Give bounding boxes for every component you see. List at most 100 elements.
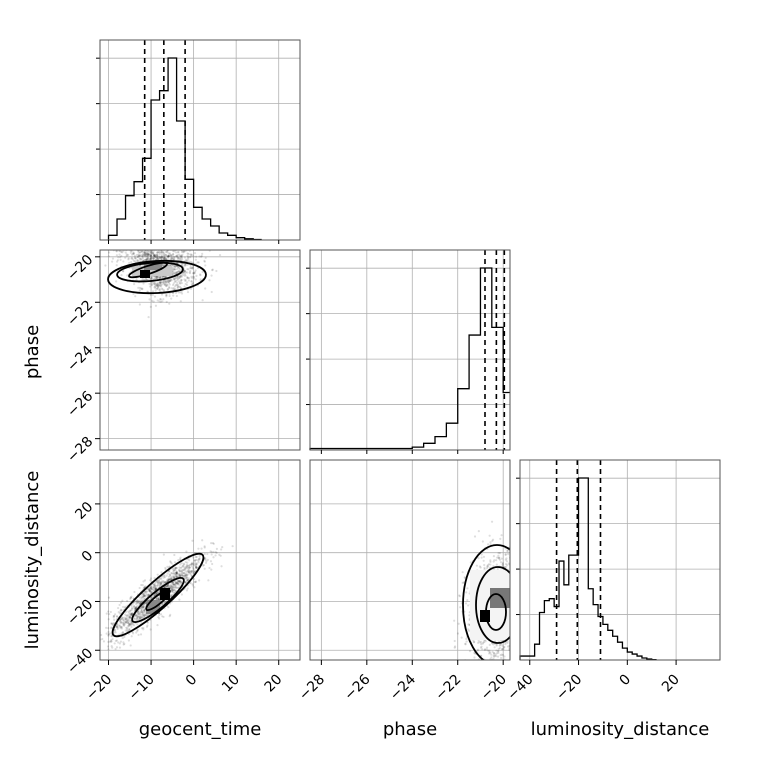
sample-point: [523, 616, 525, 618]
sample-point: [184, 264, 187, 267]
sample-point: [189, 269, 192, 273]
sample-point: [154, 304, 158, 307]
sample-point: [495, 655, 498, 658]
sample-point: [120, 621, 123, 624]
sample-point: [115, 254, 119, 257]
sample-point: [174, 277, 178, 280]
sample-point: [166, 287, 169, 291]
sample-point: [145, 253, 149, 256]
sample-point: [174, 283, 177, 286]
sample-point: [195, 555, 198, 559]
sample-point: [526, 635, 528, 637]
sample-point: [185, 241, 187, 243]
sample-point: [158, 300, 161, 303]
sample-point: [173, 277, 176, 280]
sample-point: [513, 608, 515, 610]
sample-point: [171, 253, 175, 256]
sample-point: [149, 258, 152, 261]
sample-point: [146, 624, 149, 627]
sample-point: [522, 562, 524, 564]
sample-point: [156, 284, 159, 287]
sample-point: [493, 559, 496, 562]
sample-point: [179, 257, 182, 260]
sample-point: [172, 268, 175, 271]
sample-point: [158, 280, 162, 283]
sample-point: [199, 273, 202, 276]
sample-point: [117, 641, 120, 644]
sample-point: [476, 674, 478, 676]
sample-point: [515, 580, 517, 582]
sample-point: [516, 597, 518, 599]
panel-frame: [99, 459, 301, 661]
sample-point: [171, 591, 174, 594]
sample-point: [182, 568, 185, 571]
sample-point: [176, 276, 179, 279]
sample-point: [128, 623, 131, 626]
sample-point: [179, 280, 183, 283]
sample-point: [126, 274, 129, 277]
sample-point: [152, 300, 155, 303]
sample-point: [192, 272, 195, 275]
sample-point: [512, 609, 514, 611]
sample-point: [145, 258, 148, 261]
sample-point: [154, 245, 156, 247]
sample-point: [170, 237, 172, 239]
sample-point: [211, 542, 215, 545]
sample-point: [165, 285, 168, 288]
sample-point: [145, 257, 149, 260]
sample-point: [172, 576, 176, 579]
sample-point: [490, 656, 493, 659]
sample-point: [136, 598, 139, 602]
hist-panel-phase: [306, 249, 511, 451]
sample-point: [120, 632, 123, 635]
sample-point: [194, 565, 198, 568]
sample-point: [525, 609, 527, 611]
sample-point: [190, 571, 193, 574]
sample-point: [566, 620, 568, 622]
sample-point: [186, 263, 189, 266]
sample-point: [130, 257, 133, 260]
sample-point: [116, 260, 119, 263]
sample-point: [122, 641, 125, 644]
sample-point: [172, 587, 175, 590]
sample-point: [512, 558, 514, 560]
sample-point: [164, 581, 167, 584]
sample-point: [524, 630, 526, 632]
sample-point: [142, 241, 144, 243]
sample-point: [170, 584, 173, 588]
sample-point: [156, 245, 158, 247]
sample-point: [128, 623, 131, 627]
sample-point: [174, 582, 177, 585]
sample-point: [493, 646, 496, 649]
sample-point: [143, 608, 146, 612]
sample-point: [136, 614, 139, 617]
sample-point: [141, 606, 144, 609]
sample-point: [187, 277, 191, 280]
sample-point: [146, 247, 148, 249]
sample-point: [179, 580, 183, 583]
sample-point: [489, 563, 492, 566]
sample-point: [147, 244, 149, 246]
sample-point: [149, 577, 153, 580]
sample-point: [203, 552, 206, 556]
sample-point: [158, 253, 161, 256]
sample-point: [188, 271, 191, 274]
sample-point: [158, 617, 161, 620]
sample-point: [512, 616, 514, 618]
sample-point: [177, 256, 180, 260]
sample-point: [186, 587, 189, 590]
sample-point: [129, 251, 132, 254]
sample-point: [183, 272, 187, 276]
sample-point: [514, 598, 516, 600]
sample-point: [180, 250, 184, 253]
sample-point: [134, 600, 137, 603]
sample-point: [133, 617, 136, 620]
sample-point: [183, 278, 186, 281]
sample-point: [466, 587, 469, 590]
sample-point: [115, 264, 118, 267]
sample-point: [500, 656, 503, 660]
sample-point: [178, 268, 181, 271]
sample-point: [169, 245, 171, 247]
sample-point: [143, 609, 146, 612]
sample-point: [189, 253, 192, 256]
